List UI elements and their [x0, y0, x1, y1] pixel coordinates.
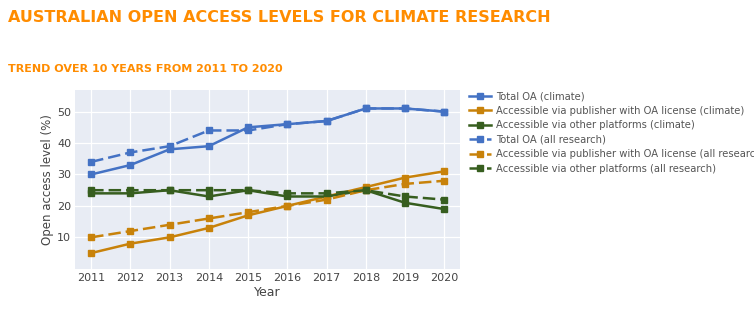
Total OA (all research) — [204, 129, 213, 132]
Accessible via other platforms (all research) — [440, 198, 449, 202]
Accessible via publisher with OA license (climate) — [440, 169, 449, 173]
Accessible via other platforms (climate) — [204, 195, 213, 198]
Line: Accessible via other platforms (climate): Accessible via other platforms (climate) — [88, 188, 447, 212]
Total OA (all research) — [87, 160, 96, 164]
Total OA (climate) — [322, 119, 331, 123]
Accessible via publisher with OA license (all research) — [440, 179, 449, 183]
Line: Accessible via other platforms (all research): Accessible via other platforms (all rese… — [88, 188, 447, 203]
Total OA (climate) — [283, 122, 292, 126]
Accessible via other platforms (climate) — [322, 195, 331, 198]
Accessible via publisher with OA license (all research) — [87, 236, 96, 239]
Total OA (all research) — [400, 107, 409, 110]
Accessible via publisher with OA license (climate) — [283, 204, 292, 208]
Accessible via other platforms (all research) — [165, 188, 174, 192]
Accessible via publisher with OA license (climate) — [361, 185, 370, 189]
Total OA (climate) — [440, 110, 449, 114]
Total OA (all research) — [126, 150, 135, 154]
Accessible via other platforms (climate) — [440, 207, 449, 211]
Accessible via publisher with OA license (all research) — [361, 188, 370, 192]
Line: Total OA (climate): Total OA (climate) — [88, 106, 447, 177]
Accessible via publisher with OA license (climate) — [87, 251, 96, 255]
Line: Accessible via publisher with OA license (all research): Accessible via publisher with OA license… — [88, 178, 447, 240]
Accessible via publisher with OA license (climate) — [126, 242, 135, 245]
Line: Accessible via publisher with OA license (climate): Accessible via publisher with OA license… — [88, 169, 447, 256]
Accessible via other platforms (climate) — [165, 188, 174, 192]
Accessible via other platforms (all research) — [361, 188, 370, 192]
Accessible via publisher with OA license (all research) — [165, 223, 174, 227]
Legend: Total OA (climate), Accessible via publisher with OA license (climate), Accessib: Total OA (climate), Accessible via publi… — [469, 91, 754, 173]
Total OA (all research) — [440, 110, 449, 114]
Total OA (climate) — [126, 163, 135, 167]
Accessible via other platforms (all research) — [283, 191, 292, 195]
Total OA (climate) — [165, 148, 174, 151]
Accessible via publisher with OA license (all research) — [322, 198, 331, 202]
Accessible via other platforms (all research) — [126, 188, 135, 192]
Y-axis label: Open access level (%): Open access level (%) — [41, 114, 54, 244]
Accessible via other platforms (climate) — [244, 188, 253, 192]
Accessible via other platforms (climate) — [400, 201, 409, 205]
Total OA (all research) — [165, 144, 174, 148]
Accessible via publisher with OA license (all research) — [204, 217, 213, 220]
Accessible via other platforms (climate) — [361, 188, 370, 192]
Accessible via other platforms (climate) — [87, 191, 96, 195]
Accessible via publisher with OA license (climate) — [322, 195, 331, 198]
Accessible via other platforms (climate) — [283, 195, 292, 198]
Accessible via publisher with OA license (climate) — [400, 176, 409, 180]
Total OA (all research) — [244, 129, 253, 132]
Accessible via other platforms (all research) — [204, 188, 213, 192]
Total OA (climate) — [204, 144, 213, 148]
Accessible via publisher with OA license (all research) — [283, 204, 292, 208]
Accessible via other platforms (all research) — [322, 191, 331, 195]
Accessible via other platforms (all research) — [87, 188, 96, 192]
Accessible via other platforms (climate) — [126, 191, 135, 195]
Total OA (climate) — [244, 125, 253, 129]
Accessible via publisher with OA license (climate) — [244, 213, 253, 217]
Text: AUSTRALIAN OPEN ACCESS LEVELS FOR CLIMATE RESEARCH: AUSTRALIAN OPEN ACCESS LEVELS FOR CLIMAT… — [8, 10, 550, 25]
Accessible via publisher with OA license (climate) — [165, 236, 174, 239]
Accessible via other platforms (all research) — [400, 195, 409, 198]
Total OA (all research) — [361, 107, 370, 110]
Line: Total OA (all research): Total OA (all research) — [88, 106, 447, 165]
Accessible via publisher with OA license (all research) — [400, 182, 409, 186]
X-axis label: Year: Year — [254, 286, 281, 299]
Accessible via publisher with OA license (all research) — [244, 210, 253, 214]
Total OA (all research) — [322, 119, 331, 123]
Total OA (climate) — [87, 172, 96, 176]
Total OA (climate) — [400, 107, 409, 110]
Accessible via publisher with OA license (climate) — [204, 226, 213, 230]
Total OA (all research) — [283, 122, 292, 126]
Text: TREND OVER 10 YEARS FROM 2011 TO 2020: TREND OVER 10 YEARS FROM 2011 TO 2020 — [8, 64, 282, 74]
Accessible via publisher with OA license (all research) — [126, 229, 135, 233]
Accessible via other platforms (all research) — [244, 188, 253, 192]
Total OA (climate) — [361, 107, 370, 110]
